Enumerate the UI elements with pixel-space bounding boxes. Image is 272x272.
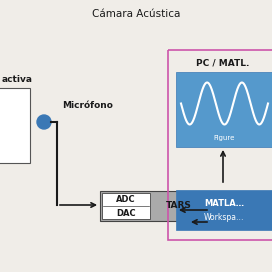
Text: activa: activa <box>2 76 33 85</box>
Circle shape <box>37 115 51 129</box>
Bar <box>102 193 150 219</box>
Bar <box>0 88 30 163</box>
Text: MATLA…: MATLA… <box>205 199 245 208</box>
Text: PC / MATL.: PC / MATL. <box>196 58 250 67</box>
Text: Figure: Figure <box>214 135 235 141</box>
Text: Workspa…: Workspa… <box>204 212 245 221</box>
Text: ADC: ADC <box>116 196 136 205</box>
Text: DAC: DAC <box>116 209 136 218</box>
Bar <box>100 191 210 221</box>
Bar <box>176 190 272 230</box>
Bar <box>168 50 272 240</box>
Text: Micrófono: Micrófono <box>62 100 113 110</box>
Bar <box>176 72 272 147</box>
Text: Cámara Acústica: Cámara Acústica <box>92 9 180 19</box>
Text: TARS: TARS <box>166 202 192 211</box>
